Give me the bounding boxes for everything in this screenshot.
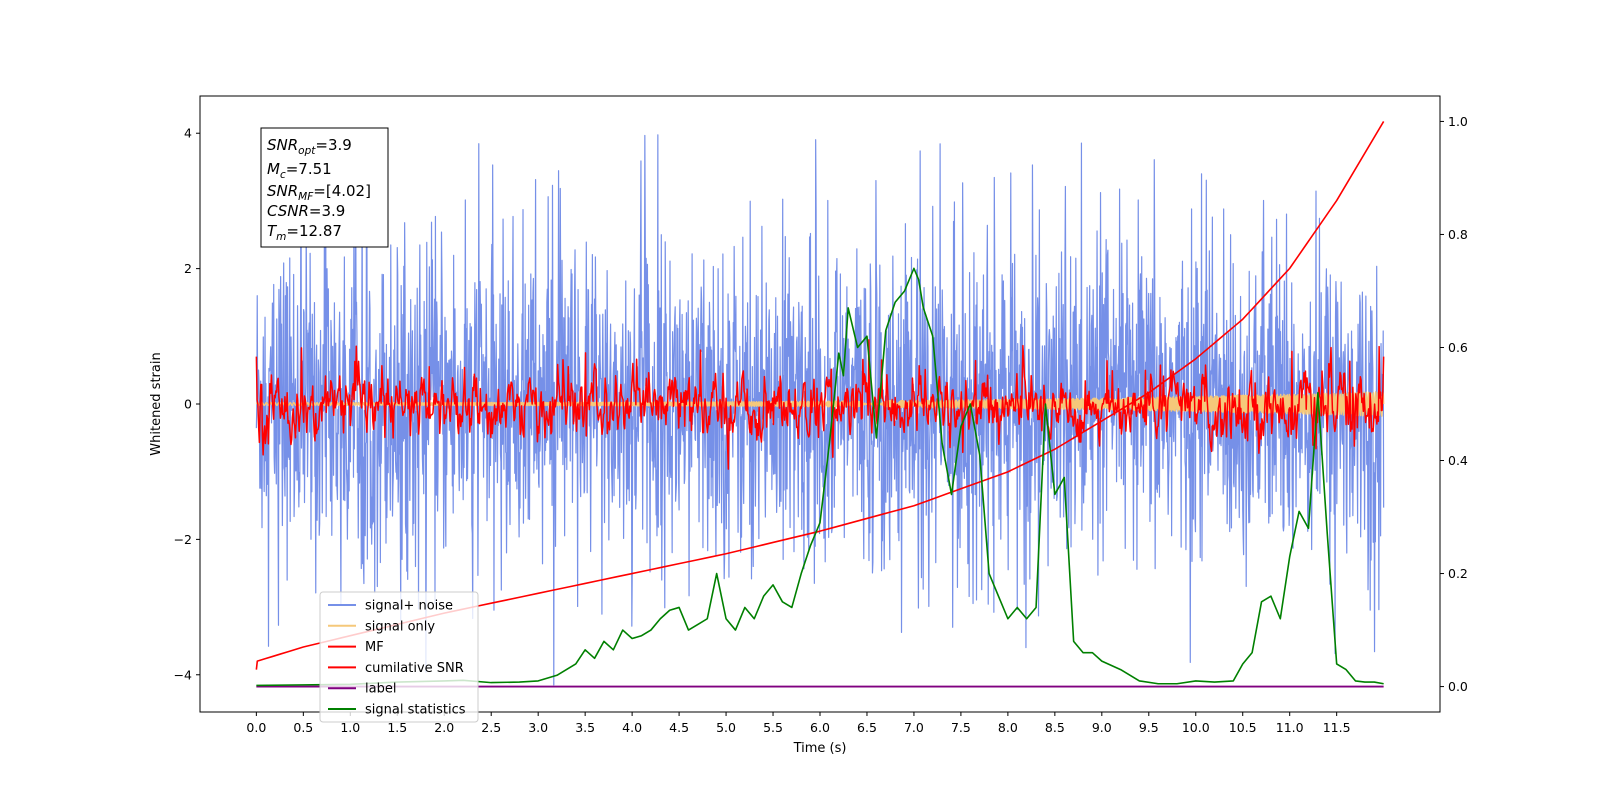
x-tick-label: 3.0 [528, 720, 548, 735]
y2-tick-label: 1.0 [1448, 114, 1468, 129]
y2-tick-label: 0.4 [1448, 453, 1468, 468]
info-snr-mf-subscript: MF [298, 191, 314, 203]
info-mc-value: =7.51 [286, 160, 332, 178]
x-tick-label: 10.0 [1182, 720, 1210, 735]
x-tick-label: 6.0 [810, 720, 830, 735]
x-tick-label: 1.5 [387, 720, 407, 735]
legend-label-mf: MF [365, 640, 384, 655]
series-mf-line [255, 339, 1385, 470]
series-signal-statistics-line [256, 267, 1384, 687]
y-tick-label: −2 [174, 532, 192, 547]
info-csnr: CSNR=3.9 [267, 202, 345, 220]
x-tick-label: 11.5 [1323, 720, 1351, 735]
y2-tick-label: 0.2 [1448, 566, 1468, 581]
x-tick-label: 3.5 [575, 720, 595, 735]
info-snr-opt: SNRopt=3.9 [267, 136, 352, 157]
x-tick-label: 1.0 [340, 720, 360, 735]
info-snr-mf: SNRMF=[4.02] [267, 182, 371, 203]
x-tick-label: 5.0 [716, 720, 736, 735]
info-tm-subscript: m [276, 231, 286, 243]
y-axis-title: Whitened strain [149, 352, 164, 455]
x-tick-label: 9.5 [1139, 720, 1159, 735]
legend: signal+ noise signal only MF cumilative SNR… [319, 591, 479, 723]
info-snr-mf-value: =[4.02] [313, 182, 371, 200]
info-csnr-value: =3.9 [309, 202, 345, 220]
info-csnr-symbol: CSNR [267, 202, 309, 220]
info-snr-mf-symbol: SNR [267, 182, 298, 200]
x-tick-label: 10.5 [1229, 720, 1257, 735]
info-snr-opt-symbol: SNR [267, 136, 298, 154]
x-tick-label: 5.5 [763, 720, 783, 735]
legend-frame [319, 591, 479, 723]
series-signal-noise-line [255, 134, 1385, 686]
legend-label-signal-noise: signal+ noise [365, 599, 453, 614]
x-tick-label: 7.0 [904, 720, 924, 735]
info-mc-symbol: M [267, 160, 280, 178]
info-snr-opt-value: =3.9 [315, 136, 351, 154]
y2-tick-label: 0.0 [1448, 679, 1468, 694]
info-box-frame [260, 127, 389, 248]
x-tick-label: 0.5 [293, 720, 313, 735]
x-tick-label: 2.5 [481, 720, 501, 735]
legend-label-signal-only: signal only [365, 619, 435, 634]
x-tick-label: 8.5 [1045, 720, 1065, 735]
legend-label-cumilative-snr: cumilative SNR [365, 661, 464, 676]
x-tick-label: 11.0 [1276, 720, 1304, 735]
x-tick-label: 4.5 [669, 720, 689, 735]
x-tick-label: 2.0 [434, 720, 454, 735]
axes: 0.0 0.5 1.0 1.5 2.0 2.5 3.0 3.5 4.0 4.5 5.0 5.5 6.0 6… [174, 114, 1468, 735]
y-tick-label: −4 [174, 667, 192, 682]
x-tick-label: 6.5 [857, 720, 877, 735]
info-mc-subscript: c [280, 169, 286, 181]
info-tm-value: =12.87 [286, 222, 342, 240]
x-tick-label: 9.0 [1092, 720, 1112, 735]
y-tick-label: 2 [184, 261, 192, 276]
y2-tick-label: 0.6 [1448, 340, 1468, 355]
y-tick-label: 4 [184, 126, 192, 141]
info-tm: Tm=12.87 [267, 222, 342, 243]
info-snr-opt-subscript: opt [298, 145, 316, 157]
info-mc: Mc=7.51 [267, 160, 332, 181]
x-tick-label: 4.0 [622, 720, 642, 735]
x-tick-label: 0.0 [246, 720, 266, 735]
x-tick-label: 8.0 [998, 720, 1018, 735]
legend-label-label: label [365, 682, 396, 697]
info-tm-symbol: T [267, 222, 278, 240]
info-box: SNRopt=3.9 Mc=7.51 SNRMF=[4.02] CSNR=3.9… [260, 127, 389, 248]
legend-label-signal-statistics: signal statistics [365, 703, 466, 718]
y-tick-label: 0 [184, 397, 192, 412]
y2-tick-label: 0.8 [1448, 227, 1468, 242]
x-tick-label: 7.5 [951, 720, 971, 735]
x-axis-title: Time (s) [793, 741, 847, 756]
